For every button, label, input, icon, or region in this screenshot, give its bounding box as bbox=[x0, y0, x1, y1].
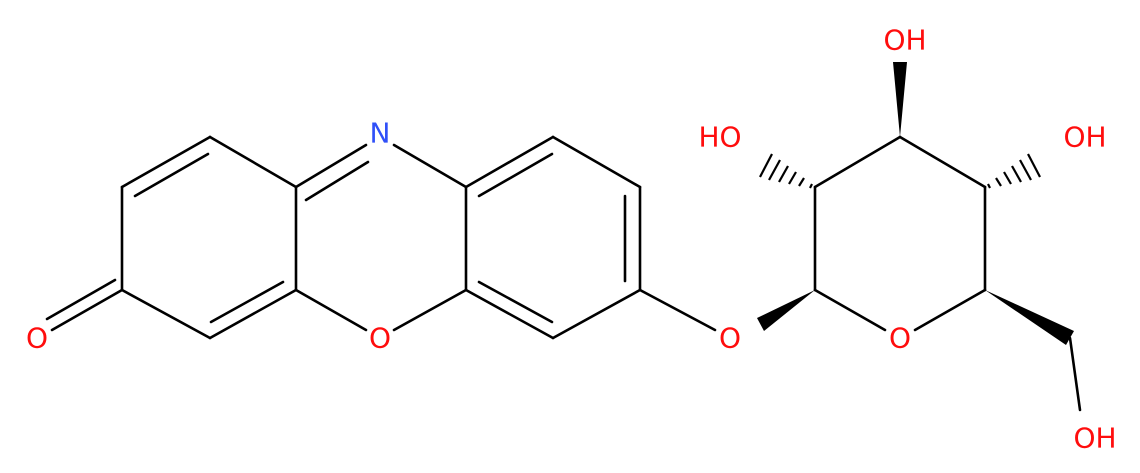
atom-label: OH bbox=[1073, 422, 1116, 455]
atom-label: O bbox=[719, 322, 741, 355]
atom-label: O bbox=[26, 322, 48, 355]
atom-label: O bbox=[369, 322, 391, 355]
atom-label: N bbox=[370, 117, 391, 150]
atom-label: OH bbox=[1063, 121, 1106, 154]
bonds bbox=[45, 135, 1082, 412]
atom-label: OH bbox=[883, 24, 926, 57]
wedges bbox=[757, 62, 1074, 345]
atom-label: O bbox=[889, 322, 911, 355]
atom-label: HO bbox=[698, 121, 741, 154]
hashed-wedges bbox=[759, 153, 1041, 189]
